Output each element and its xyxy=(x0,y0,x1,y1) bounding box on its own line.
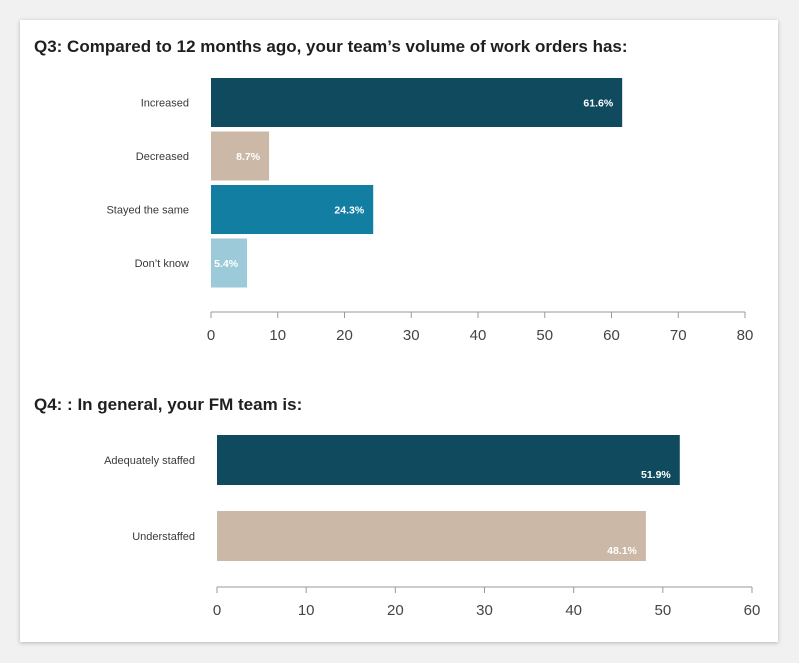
x-tick-label: 10 xyxy=(269,327,286,344)
chart-title-q4: Q4: : In general, your FM team is: xyxy=(34,395,303,414)
x-tick-label: 80 xyxy=(737,327,754,344)
x-tick-label: 40 xyxy=(565,602,582,619)
x-tick-label: 60 xyxy=(744,602,761,619)
x-tick-label: 30 xyxy=(476,602,493,619)
category-label: Stayed the same xyxy=(106,205,189,217)
bar-0-1 xyxy=(211,131,270,181)
x-tick-label: 30 xyxy=(403,327,420,344)
chart-card: Q3: Compared to 12 months ago, your team… xyxy=(20,20,778,642)
data-label: 24.3% xyxy=(334,205,364,217)
category-label: Decreased xyxy=(136,151,189,163)
data-label: 5.4% xyxy=(214,258,239,270)
category-label: Don’t know xyxy=(135,258,189,270)
category-label: Increased xyxy=(141,98,189,110)
x-tick-label: 20 xyxy=(387,602,404,619)
x-tick-label: 0 xyxy=(213,602,221,619)
data-label: 61.6% xyxy=(583,98,613,110)
x-tick-label: 40 xyxy=(470,327,487,344)
x-tick-label: 10 xyxy=(298,602,315,619)
bar-1-1 xyxy=(217,511,646,561)
x-tick-label: 20 xyxy=(336,327,353,344)
x-tick-label: 0 xyxy=(207,327,215,344)
bar-1-0 xyxy=(217,435,680,485)
data-label: 8.7% xyxy=(236,151,261,163)
chart-title-q3: Q3: Compared to 12 months ago, your team… xyxy=(34,37,628,56)
charts-svg: Increased 61.6% Decreased 8.7% Stayed the sa… xyxy=(104,78,761,619)
x-tick-label: 50 xyxy=(654,602,671,619)
category-label: Adequately staffed xyxy=(104,455,195,467)
bar-0-3 xyxy=(211,238,248,288)
bar-0-2 xyxy=(211,185,374,234)
x-tick-label: 60 xyxy=(603,327,620,344)
category-label: Understaffed xyxy=(132,531,195,543)
x-tick-label: 70 xyxy=(670,327,687,344)
bar-0-0 xyxy=(211,78,623,127)
data-label: 51.9% xyxy=(641,469,671,481)
x-tick-label: 50 xyxy=(536,327,553,344)
data-label: 48.1% xyxy=(607,545,637,557)
